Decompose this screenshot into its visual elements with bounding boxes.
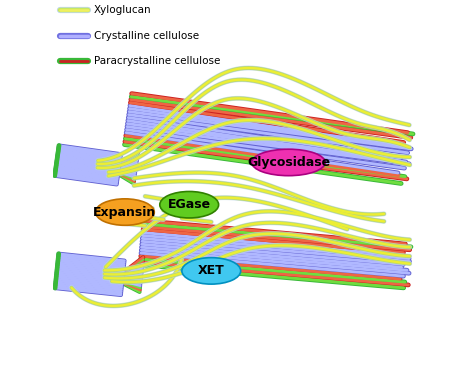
Circle shape xyxy=(55,274,58,277)
Circle shape xyxy=(56,258,60,261)
Circle shape xyxy=(57,144,61,147)
Circle shape xyxy=(55,160,58,163)
Circle shape xyxy=(56,152,60,155)
Ellipse shape xyxy=(252,149,325,176)
Circle shape xyxy=(54,281,57,284)
Circle shape xyxy=(56,149,60,152)
Circle shape xyxy=(54,279,57,282)
Circle shape xyxy=(55,163,58,166)
Circle shape xyxy=(54,286,57,290)
Circle shape xyxy=(55,158,59,162)
Circle shape xyxy=(54,169,57,173)
Circle shape xyxy=(55,270,58,273)
Text: Paracrystalline cellulose: Paracrystalline cellulose xyxy=(94,56,220,66)
Circle shape xyxy=(55,268,59,272)
Text: Expansin: Expansin xyxy=(93,206,156,218)
Circle shape xyxy=(54,284,57,288)
Text: XET: XET xyxy=(198,265,225,277)
Circle shape xyxy=(55,266,59,270)
Circle shape xyxy=(53,172,57,176)
Circle shape xyxy=(54,171,57,174)
Circle shape xyxy=(55,277,58,281)
Circle shape xyxy=(57,254,60,257)
Circle shape xyxy=(55,156,59,160)
Ellipse shape xyxy=(95,199,155,225)
Circle shape xyxy=(56,150,60,154)
Circle shape xyxy=(57,252,60,255)
Circle shape xyxy=(54,283,57,286)
Circle shape xyxy=(55,272,58,275)
Circle shape xyxy=(56,263,59,266)
Circle shape xyxy=(55,276,58,279)
Circle shape xyxy=(55,165,58,168)
Circle shape xyxy=(55,265,59,268)
Circle shape xyxy=(57,147,60,151)
Text: Xyloglucan: Xyloglucan xyxy=(94,5,151,15)
Circle shape xyxy=(54,166,57,169)
Circle shape xyxy=(57,145,61,149)
Circle shape xyxy=(56,256,60,259)
Circle shape xyxy=(56,259,60,263)
Text: EGase: EGase xyxy=(168,198,211,211)
Circle shape xyxy=(53,174,56,177)
Circle shape xyxy=(55,161,58,165)
Ellipse shape xyxy=(182,258,241,284)
Circle shape xyxy=(56,155,59,158)
Text: Glycosidase: Glycosidase xyxy=(247,156,330,169)
Ellipse shape xyxy=(160,192,219,218)
Circle shape xyxy=(56,261,59,265)
Circle shape xyxy=(54,168,57,171)
Circle shape xyxy=(56,154,59,157)
Text: Crystalline cellulose: Crystalline cellulose xyxy=(94,31,199,41)
